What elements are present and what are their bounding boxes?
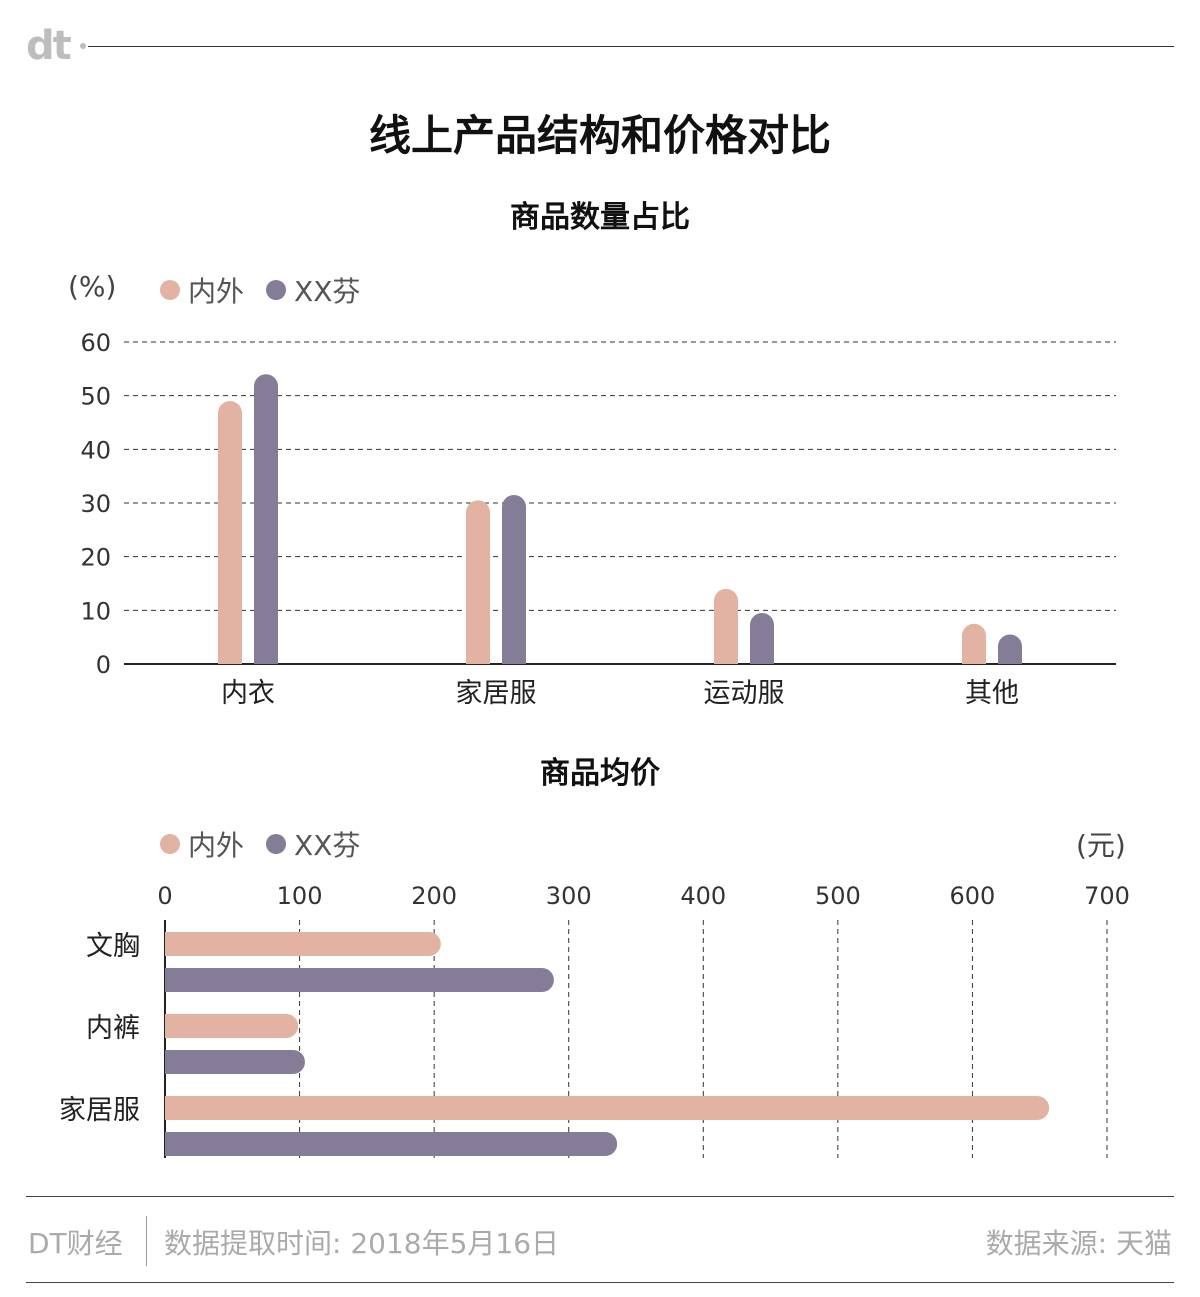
header-rule [88,46,1174,47]
bar-series2 [502,494,526,664]
chart2-title: 商品均价 [540,756,660,791]
chart1-unit-label: (%) [68,270,117,303]
y-tick-label: 40 [80,436,111,464]
x-tick-label: 0 [157,882,172,910]
bar-series1 [466,500,490,664]
x-tick-label: 400 [680,882,726,910]
footer-rule-bottom [26,1282,1174,1283]
main-title: 线上产品结构和价格对比 [368,111,831,160]
legend-swatch-series2 [266,280,287,300]
bar-series1 [165,1014,299,1038]
chart2-unit-label: (元) [1076,829,1126,862]
x-tick-label: 100 [277,882,323,910]
legend-label-series1: 内外 [188,275,245,308]
x-category-label: 运动服 [704,678,785,709]
footer-brand: DT财经 [28,1227,123,1260]
chart2-legend: 内外 XX芬 [160,824,382,864]
footer-separator [146,1216,147,1266]
x-tick-label: 600 [950,882,996,910]
legend-label-series2: XX芬 [294,275,361,308]
bar-series2 [998,634,1022,664]
chart1-legend: 内外 XX芬 [160,270,382,310]
legend-item-series1: 内外 [160,824,244,864]
bar-series2 [165,1050,305,1074]
bar-series1 [714,588,738,664]
x-category-label: 其他 [965,678,1019,709]
legend-item-series1: 内外 [160,270,244,310]
bar-series2 [750,613,774,664]
x-tick-label: 200 [411,882,457,910]
y-tick-label: 10 [80,597,111,625]
y-category-label: 文胸 [86,931,140,962]
footer-rule-top [26,1196,1174,1197]
y-tick-label: 50 [80,383,111,411]
y-tick-label: 60 [80,329,111,357]
legend-swatch-series1 [160,280,180,300]
bar-series1 [218,401,242,664]
bar-series1 [962,623,986,664]
legend-label-series1: 内外 [188,829,245,862]
legend-swatch-series2 [266,834,287,854]
bar-series2 [165,968,554,992]
header-dot [80,43,86,49]
bar-series2 [165,1132,618,1156]
x-tick-label: 700 [1084,882,1130,910]
legend-swatch-series1 [160,834,180,854]
legend-item-series2: XX芬 [266,824,360,864]
x-tick-label: 500 [815,882,861,910]
y-category-label: 家居服 [59,1095,140,1126]
y-tick-label: 0 [96,651,111,679]
footer-date: 数据提取时间: 2018年5月16日 [164,1227,560,1260]
legend-item-series2: XX芬 [266,270,360,310]
chart1-svg: 0 10 20 30 40 50 60 内衣 家居服 运动服 其他 [80,329,1116,709]
chart1-title: 商品数量占比 [510,200,690,235]
x-category-label: 内衣 [221,678,275,709]
legend-label-series2: XX芬 [294,829,361,862]
y-tick-label: 30 [80,490,111,518]
bar-series1 [165,1096,1050,1120]
y-category-label: 内裤 [86,1013,140,1044]
y-tick-label: 20 [80,544,111,572]
x-category-label: 家居服 [456,678,537,709]
x-tick-label: 300 [546,882,592,910]
bar-series1 [165,932,441,956]
footer-source: 数据来源: 天猫 [985,1227,1172,1260]
brand-logo: dt [26,23,72,69]
bar-series2 [254,374,278,664]
